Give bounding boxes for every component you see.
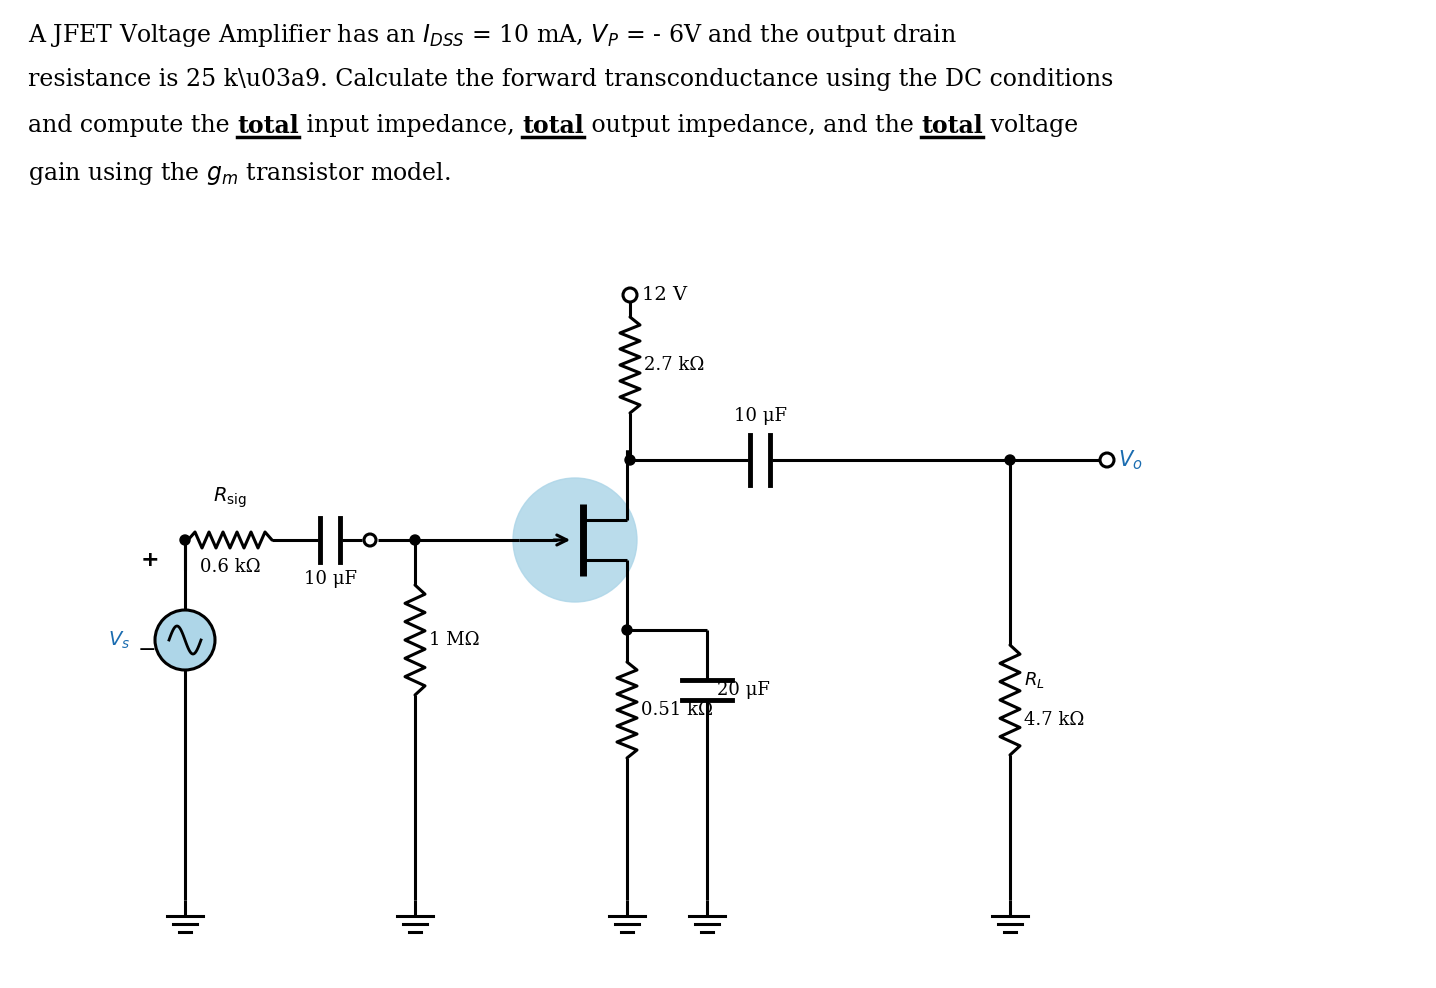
Text: $R_L$: $R_L$: [1024, 670, 1045, 690]
Text: input impedance,: input impedance,: [299, 114, 523, 137]
Text: $V_o$: $V_o$: [1119, 449, 1143, 472]
Text: total: total: [523, 114, 584, 138]
Circle shape: [513, 478, 638, 602]
Text: +: +: [141, 550, 159, 570]
Text: 0.51 kΩ: 0.51 kΩ: [640, 701, 714, 719]
Text: $R_{\rm sig}$: $R_{\rm sig}$: [213, 485, 247, 510]
Text: resistance is 25 k\u03a9. Calculate the forward transconductance using the DC co: resistance is 25 k\u03a9. Calculate the …: [27, 68, 1113, 91]
Text: and compute the: and compute the: [27, 114, 237, 137]
Text: 20 μF: 20 μF: [717, 681, 770, 699]
Circle shape: [411, 535, 419, 545]
Circle shape: [155, 610, 215, 670]
Text: output impedance, and the: output impedance, and the: [584, 114, 922, 137]
Text: 2.7 kΩ: 2.7 kΩ: [643, 356, 705, 374]
Text: gain using the $g_m$ transistor model.: gain using the $g_m$ transistor model.: [27, 160, 451, 187]
Text: A JFET Voltage Amplifier has an $I_{DSS}$ = 10 mA, $V_P$ = - 6V and the output d: A JFET Voltage Amplifier has an $I_{DSS}…: [27, 22, 956, 49]
Text: 4.7 kΩ: 4.7 kΩ: [1024, 711, 1084, 729]
Text: 1 MΩ: 1 MΩ: [429, 631, 480, 649]
Text: $V_s$: $V_s$: [108, 629, 131, 651]
Circle shape: [622, 625, 632, 635]
Circle shape: [625, 455, 635, 465]
Text: 10 μF: 10 μF: [303, 570, 356, 588]
Text: total: total: [237, 114, 299, 138]
Text: total: total: [922, 114, 984, 138]
Circle shape: [180, 535, 190, 545]
Text: 0.6 kΩ: 0.6 kΩ: [200, 558, 260, 576]
Circle shape: [1005, 455, 1015, 465]
Text: 10 μF: 10 μF: [734, 407, 787, 425]
Text: voltage: voltage: [984, 114, 1078, 137]
Text: −: −: [138, 640, 157, 660]
Text: 12 V: 12 V: [642, 286, 686, 304]
